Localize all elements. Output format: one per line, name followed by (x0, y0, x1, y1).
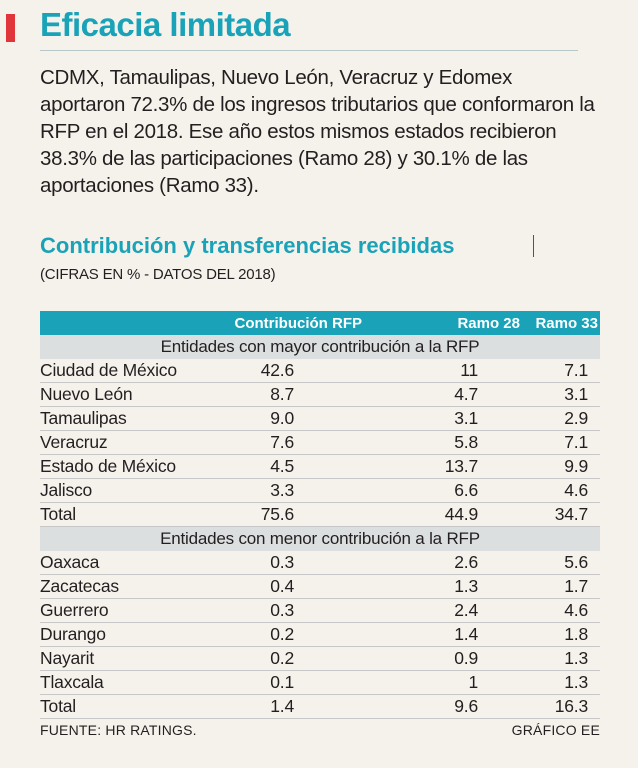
table-row: Tamaulipas 9.0 3.1 2.9 (40, 407, 600, 431)
contribucion-cell: 0.2 (270, 624, 294, 644)
contribucion-cell: 9.0 (270, 408, 294, 428)
ramo33-cell: 34.7 (554, 504, 588, 524)
contribucion-cell: 8.7 (270, 384, 294, 404)
ramo33-cell: 1.3 (564, 672, 588, 692)
state-name-cell: Total (40, 504, 76, 524)
accent-marker (6, 14, 15, 42)
ramo33-cell: 7.1 (564, 360, 588, 380)
ramo33-cell: 4.6 (564, 600, 588, 620)
contribucion-cell: 42.6 (260, 360, 294, 380)
ramo28-cell: 0.9 (454, 648, 478, 668)
table-row: Guerrero 0.3 2.4 4.6 (40, 599, 600, 623)
contribucion-cell: 1.4 (270, 696, 294, 716)
ramo28-cell: 4.7 (454, 384, 478, 404)
source-note: FUENTE: HR RATINGS. (40, 722, 197, 738)
intro-paragraph: CDMX, Tamaulipas, Nuevo León, Veracruz y… (40, 66, 595, 197)
table-title: Contribución y transferencias recibidas (40, 233, 455, 258)
ramo28-cell: 3.1 (454, 408, 478, 428)
state-name-cell: Veracruz (40, 432, 108, 452)
ramo28-cell: 1 (468, 672, 478, 692)
state-name-cell: Zacatecas (40, 576, 119, 596)
ramo33-cell: 1.8 (564, 624, 588, 644)
table-row: Durango 0.2 1.4 1.8 (40, 623, 600, 647)
contribucion-cell: 0.4 (270, 576, 294, 596)
ramo33-cell: 1.7 (564, 576, 588, 596)
contribucion-cell: 0.1 (270, 672, 294, 692)
contribucion-cell: 3.3 (270, 480, 294, 500)
ramo33-cell: 4.6 (564, 480, 588, 500)
column-header-contribucion: Contribución RFP (234, 314, 363, 332)
ramo33-cell: 5.6 (564, 552, 588, 572)
ramo33-cell: 1.3 (564, 648, 588, 668)
state-name-cell: Nuevo León (40, 384, 133, 404)
ramo28-cell: 9.6 (454, 696, 478, 716)
table-row: Oaxaca 0.3 2.6 5.6 (40, 551, 600, 575)
table-row: Jalisco 3.3 6.6 4.6 (40, 479, 600, 503)
state-name-cell: Tamaulipas (40, 408, 127, 428)
ramo28-cell: 44.9 (444, 504, 478, 524)
data-table: Contribución RFP Ramo 28 Ramo 33 Entidad… (40, 311, 600, 719)
ramo28-cell: 2.6 (454, 552, 478, 572)
title-end-bar (533, 235, 534, 257)
ramo28-cell: 1.4 (454, 624, 478, 644)
state-name-cell: Ciudad de México (40, 360, 177, 380)
table-header: Contribución RFP Ramo 28 Ramo 33 (40, 311, 600, 335)
ramo28-cell: 1.3 (454, 576, 478, 596)
page-title: Eficacia limitada (40, 6, 291, 43)
state-name-cell: Estado de México (40, 456, 176, 476)
contribucion-cell: 0.3 (270, 600, 294, 620)
contribucion-cell: 4.5 (270, 456, 294, 476)
table-row: Veracruz 7.6 5.8 7.1 (40, 431, 600, 455)
table-row: Nuevo León 8.7 4.7 3.1 (40, 383, 600, 407)
column-header-ramo28: Ramo 28 (457, 314, 520, 332)
ramo33-cell: 16.3 (554, 696, 588, 716)
state-name-cell: Tlaxcala (40, 672, 104, 692)
header: Eficacia limitada (0, 6, 600, 46)
ramo28-cell: 11 (460, 360, 478, 380)
ramo28-cell: 13.7 (444, 456, 478, 476)
state-name-cell: Nayarit (40, 648, 95, 668)
total-row: Total 1.4 9.6 16.3 (40, 695, 600, 719)
state-name-cell: Jalisco (40, 480, 93, 500)
state-name-cell: Total (40, 696, 76, 716)
table-row: Estado de México 4.5 13.7 9.9 (40, 455, 600, 479)
group-header: Entidades con menor contribución a la RF… (40, 527, 600, 551)
table-row: Zacatecas 0.4 1.3 1.7 (40, 575, 600, 599)
ramo33-cell: 7.1 (564, 432, 588, 452)
table-row: Ciudad de México 42.6 11 7.1 (40, 359, 600, 383)
group-header: Entidades con mayor contribución a la RF… (40, 335, 600, 359)
column-header-ramo33: Ramo 33 (535, 314, 598, 332)
ramo28-cell: 5.8 (454, 432, 478, 452)
ramo33-cell: 9.9 (564, 456, 588, 476)
contribucion-cell: 7.6 (270, 432, 294, 452)
table-row: Tlaxcala 0.1 1 1.3 (40, 671, 600, 695)
state-name-cell: Guerrero (40, 600, 109, 620)
state-name-cell: Oaxaca (40, 552, 100, 572)
ramo28-cell: 2.4 (454, 600, 478, 620)
graphic-credit: GRÁFICO EE (511, 722, 600, 738)
table-body: Entidades con mayor contribución a la RF… (40, 335, 600, 719)
total-row: Total 75.6 44.9 34.7 (40, 503, 600, 527)
contribucion-cell: 0.2 (270, 648, 294, 668)
title-divider (40, 50, 578, 51)
ramo28-cell: 6.6 (454, 480, 478, 500)
footer: FUENTE: HR RATINGS. GRÁFICO EE (40, 722, 600, 738)
contribucion-cell: 75.6 (260, 504, 294, 524)
table-row: Nayarit 0.2 0.9 1.3 (40, 647, 600, 671)
ramo33-cell: 3.1 (564, 384, 588, 404)
contribucion-cell: 0.3 (270, 552, 294, 572)
ramo33-cell: 2.9 (564, 408, 588, 428)
table-units: (CIFRAS EN % - DATOS DEL 2018) (40, 266, 276, 283)
state-name-cell: Durango (40, 624, 106, 644)
